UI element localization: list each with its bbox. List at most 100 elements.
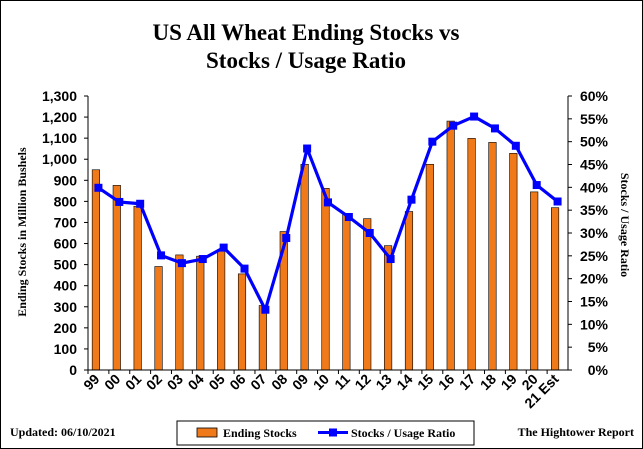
bar-02 <box>154 266 163 371</box>
y-right-tick-label: 10% <box>580 316 609 332</box>
x-tick-label: 05 <box>205 371 227 393</box>
x-tick-label: 99 <box>80 371 102 393</box>
bar-03 <box>175 254 184 371</box>
legend: Ending Stocks Stocks / Usage Ratio <box>176 420 475 446</box>
y-right-tick-label: 45% <box>580 157 609 173</box>
legend-bar-swatch <box>196 427 218 438</box>
ratio-point-09 <box>303 144 312 153</box>
y-left-tick-label: 1,200 <box>42 109 77 125</box>
bar-05 <box>217 249 226 371</box>
y-left-tick-label: 1,000 <box>42 151 77 167</box>
y-left-tick-label: 1,300 <box>42 88 77 104</box>
y-left-tick-label: 500 <box>54 257 78 273</box>
ratio-point-03 <box>177 259 186 268</box>
x-tick-label: 08 <box>268 371 290 393</box>
ratio-point-01 <box>136 199 145 208</box>
x-tick-label: 04 <box>185 371 207 393</box>
x-tick-label: 03 <box>164 371 186 393</box>
legend-line-label: Stocks / Usage Ratio <box>351 426 455 440</box>
y-left-tick-label: 800 <box>54 193 78 209</box>
bar-10 <box>321 188 330 371</box>
bar-06 <box>237 273 247 371</box>
bar-00 <box>112 185 121 371</box>
y-axis-right-label: Stocks / Usage Ratio <box>618 173 632 277</box>
y-right-tick-label: 5% <box>588 339 609 355</box>
ratio-point-08 <box>282 234 291 243</box>
ratio-point-05 <box>219 243 228 252</box>
y-left-tick-label: 900 <box>54 172 78 188</box>
y-right-tick-label: 0% <box>588 362 609 378</box>
ratio-point-02 <box>157 251 166 260</box>
y-left-tick-label: 100 <box>54 341 78 357</box>
chart-title-line1: US All Wheat Ending Stocks vs <box>153 20 460 45</box>
y-right-tick-label: 55% <box>580 111 609 127</box>
x-tick-label: 12 <box>351 371 373 393</box>
x-tick-label: 18 <box>477 371 499 393</box>
y-left-tick-label: 700 <box>54 214 78 230</box>
x-tick-label: 06 <box>226 371 248 393</box>
bar-04 <box>196 255 205 371</box>
source-label: The Hightower Report <box>518 425 634 439</box>
y-left-tick-label: 200 <box>54 320 78 336</box>
bar-18 <box>488 142 497 371</box>
y-left-tick-label: 300 <box>54 299 78 315</box>
x-tick-label: 19 <box>498 371 520 393</box>
x-tick-label: 17 <box>456 371 478 393</box>
ratio-point-16 <box>449 121 458 130</box>
bar-13 <box>384 245 393 371</box>
x-tick-label: 09 <box>289 371 311 393</box>
x-tick-label: 16 <box>435 371 457 393</box>
bar-19 <box>509 153 518 371</box>
y-left-tick-label: 0 <box>69 362 77 378</box>
y-right-tick-label: 30% <box>580 225 609 241</box>
y-axis-left-label: Ending Stocks in Million Bushels <box>15 147 29 317</box>
ratio-point-14 <box>407 195 416 204</box>
ratio-point-04 <box>198 255 207 264</box>
y-right-tick-label: 25% <box>580 248 609 264</box>
plot-area: 01002003004005006007008009001,0001,1001,… <box>42 88 609 411</box>
ratio-point-06 <box>240 264 249 273</box>
ratio-point-18 <box>490 124 499 133</box>
updated-date: Updated: 06/10/2021 <box>10 425 116 439</box>
x-tick-label: 11 <box>331 371 353 393</box>
x-tick-label: 15 <box>414 371 436 393</box>
bar-16 <box>446 120 455 371</box>
x-tick-label: 00 <box>101 371 123 393</box>
legend-line-marker <box>329 428 337 437</box>
bar-12 <box>363 218 372 371</box>
x-tick-label: 07 <box>247 371 269 393</box>
y-left-tick-label: 1,100 <box>42 130 77 146</box>
bar-11 <box>342 213 351 371</box>
ratio-point-07 <box>261 305 270 314</box>
bar-09 <box>300 163 309 371</box>
y-left-tick-label: 600 <box>54 236 78 252</box>
bar-15 <box>425 163 434 371</box>
ratio-point-15 <box>428 137 437 146</box>
ratio-point-17 <box>470 112 479 121</box>
ratio-point-99 <box>94 183 103 192</box>
ratio-point-00 <box>115 197 124 206</box>
bar-99 <box>91 169 100 371</box>
bar-21-est <box>550 207 560 371</box>
x-tick-label: 13 <box>372 371 394 393</box>
y-right-tick-label: 35% <box>580 202 609 218</box>
y-right-tick-label: 50% <box>580 134 609 150</box>
x-tick-label: 14 <box>393 371 415 393</box>
ratio-point-10 <box>324 198 332 207</box>
chart-title-line2: Stocks / Usage Ratio <box>206 48 406 73</box>
bar-14 <box>404 211 414 371</box>
y-right-tick-label: 15% <box>580 294 609 310</box>
bar-07 <box>258 305 267 371</box>
x-tick-label: 01 <box>122 371 144 393</box>
y-right-tick-label: 20% <box>580 271 609 287</box>
bar-20 <box>530 191 539 371</box>
x-tick-label: 10 <box>310 371 332 393</box>
ratio-point-13 <box>386 255 395 264</box>
ratio-point-20 <box>532 181 541 190</box>
ratio-point-21-est <box>553 197 562 206</box>
ratio-point-12 <box>365 229 374 237</box>
legend-bar-label: Ending Stocks <box>223 426 297 440</box>
y-right-tick-label: 40% <box>580 179 609 195</box>
ratio-point-11 <box>344 213 353 222</box>
y-right-tick-label: 60% <box>580 88 609 104</box>
